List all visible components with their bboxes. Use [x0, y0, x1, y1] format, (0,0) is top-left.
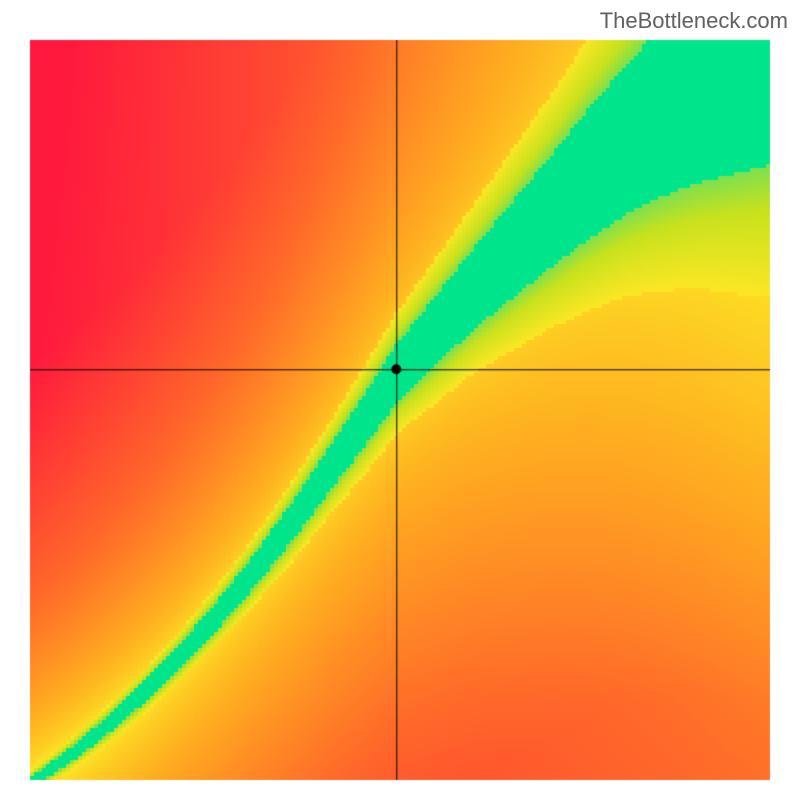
- watermark-text: TheBottleneck.com: [600, 8, 788, 34]
- chart-container: TheBottleneck.com: [0, 0, 800, 800]
- heatmap-canvas: [0, 0, 800, 800]
